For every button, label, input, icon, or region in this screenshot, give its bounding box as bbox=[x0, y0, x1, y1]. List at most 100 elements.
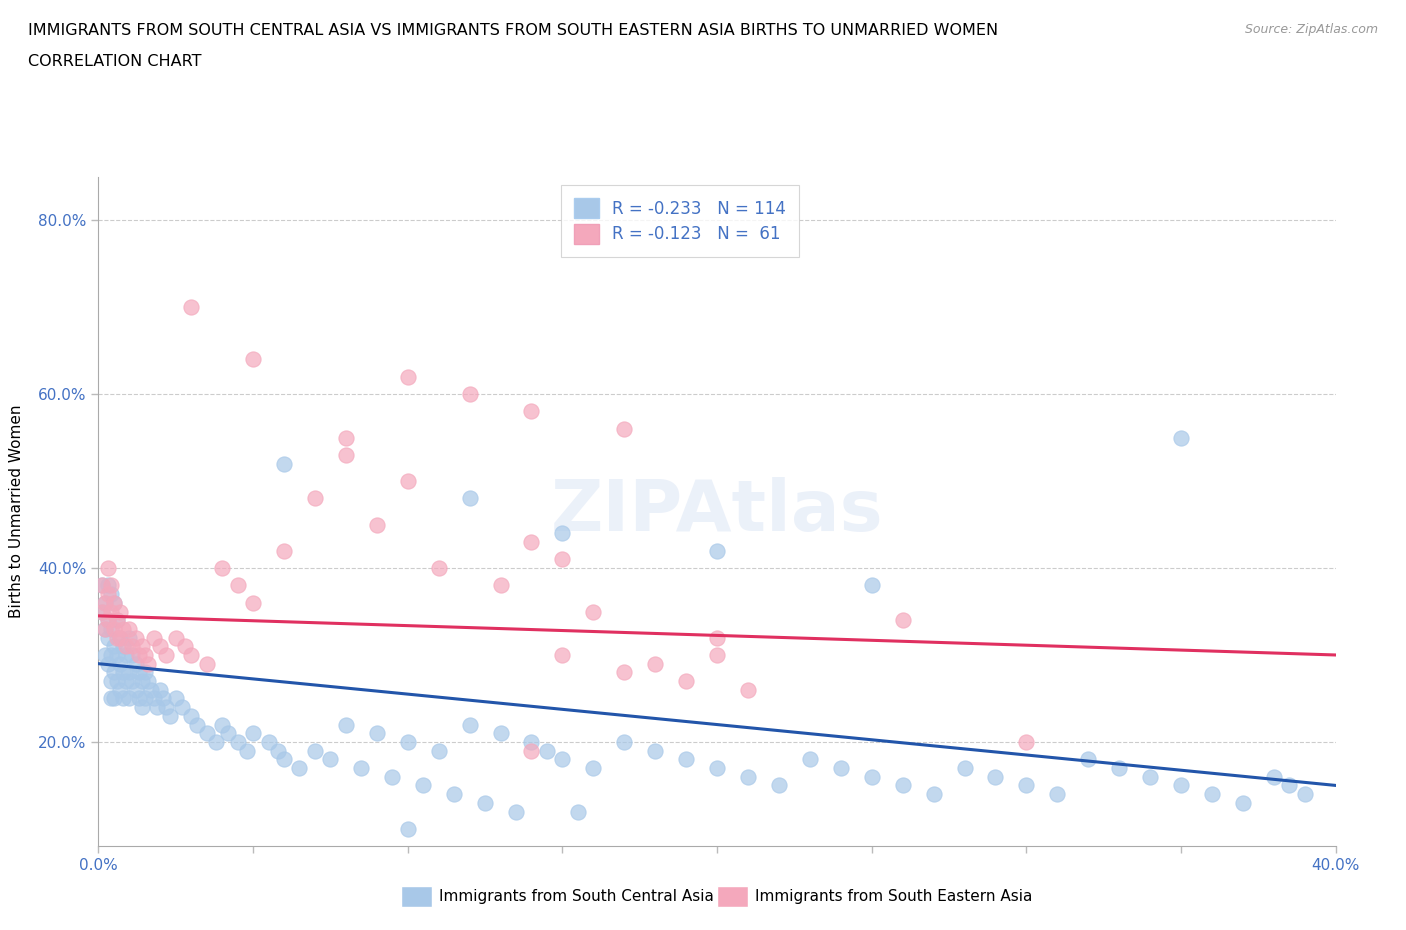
Point bbox=[90, 604, 112, 619]
Point bbox=[1263, 769, 1285, 784]
Point bbox=[1170, 778, 1192, 793]
Point bbox=[105, 613, 128, 628]
Point bbox=[273, 457, 295, 472]
Text: ZIPAtlas: ZIPAtlas bbox=[551, 477, 883, 546]
Point bbox=[412, 778, 434, 793]
Point bbox=[520, 535, 543, 550]
Point bbox=[155, 699, 177, 714]
Point bbox=[381, 769, 404, 784]
Point bbox=[984, 769, 1007, 784]
Point bbox=[118, 631, 141, 645]
Point bbox=[93, 595, 115, 610]
Point bbox=[443, 787, 465, 802]
Point bbox=[128, 691, 150, 706]
Point bbox=[768, 778, 790, 793]
Text: Immigrants from South Central Asia: Immigrants from South Central Asia bbox=[439, 889, 714, 904]
Point bbox=[174, 639, 197, 654]
Point bbox=[1015, 778, 1038, 793]
Point bbox=[335, 431, 357, 445]
Point bbox=[112, 691, 135, 706]
Point bbox=[90, 578, 112, 592]
Point bbox=[489, 725, 512, 740]
Point bbox=[149, 639, 172, 654]
Point bbox=[288, 761, 311, 776]
Point bbox=[131, 639, 153, 654]
Point bbox=[124, 683, 146, 698]
Point bbox=[505, 804, 527, 819]
Point bbox=[103, 621, 125, 636]
Point bbox=[458, 717, 481, 732]
Point bbox=[108, 604, 131, 619]
Point bbox=[186, 717, 208, 732]
Point bbox=[90, 604, 112, 619]
Point bbox=[891, 613, 914, 628]
Point bbox=[350, 761, 373, 776]
Point bbox=[131, 699, 153, 714]
Point bbox=[520, 735, 543, 750]
Point bbox=[242, 352, 264, 366]
Point bbox=[242, 595, 264, 610]
Text: Immigrants from South Eastern Asia: Immigrants from South Eastern Asia bbox=[755, 889, 1032, 904]
Point bbox=[520, 743, 543, 758]
Point bbox=[1108, 761, 1130, 776]
Point bbox=[128, 647, 150, 662]
Point bbox=[118, 621, 141, 636]
Text: CORRELATION CHART: CORRELATION CHART bbox=[28, 54, 201, 69]
Point bbox=[100, 621, 122, 636]
Point bbox=[143, 631, 166, 645]
Point bbox=[115, 673, 138, 688]
Point bbox=[155, 647, 177, 662]
Point bbox=[1077, 751, 1099, 766]
Point bbox=[97, 561, 120, 576]
Point bbox=[366, 725, 388, 740]
Text: IMMIGRANTS FROM SOUTH CENTRAL ASIA VS IMMIGRANTS FROM SOUTH EASTERN ASIA BIRTHS : IMMIGRANTS FROM SOUTH CENTRAL ASIA VS IM… bbox=[28, 23, 998, 38]
Point bbox=[165, 631, 187, 645]
Point bbox=[396, 735, 419, 750]
Point bbox=[93, 595, 115, 610]
Point bbox=[675, 751, 697, 766]
Point bbox=[1201, 787, 1223, 802]
Point bbox=[100, 578, 122, 592]
Point bbox=[242, 725, 264, 740]
Point bbox=[474, 795, 496, 810]
Point bbox=[582, 604, 605, 619]
Point bbox=[121, 639, 143, 654]
Point bbox=[93, 647, 115, 662]
Point bbox=[226, 735, 249, 750]
Point bbox=[143, 691, 166, 706]
Point bbox=[458, 491, 481, 506]
Point bbox=[396, 473, 419, 488]
Point bbox=[180, 709, 202, 724]
Point bbox=[97, 613, 120, 628]
Point bbox=[1294, 787, 1316, 802]
Point bbox=[267, 743, 290, 758]
Point bbox=[706, 647, 728, 662]
Point bbox=[891, 778, 914, 793]
Point bbox=[103, 665, 125, 680]
Point bbox=[152, 691, 174, 706]
Point bbox=[737, 769, 759, 784]
Point bbox=[108, 631, 131, 645]
Point bbox=[830, 761, 852, 776]
Point bbox=[427, 561, 450, 576]
Point bbox=[146, 699, 169, 714]
Point bbox=[1046, 787, 1069, 802]
Point bbox=[922, 787, 945, 802]
Point bbox=[613, 665, 636, 680]
Point bbox=[100, 604, 122, 619]
Point bbox=[170, 699, 193, 714]
Point bbox=[644, 657, 666, 671]
Point bbox=[551, 647, 574, 662]
Point bbox=[103, 639, 125, 654]
Point bbox=[105, 673, 128, 688]
Point bbox=[396, 369, 419, 384]
Point bbox=[134, 691, 156, 706]
Point bbox=[799, 751, 821, 766]
Point bbox=[134, 647, 156, 662]
Point bbox=[115, 639, 138, 654]
Point bbox=[108, 657, 131, 671]
Point bbox=[304, 491, 326, 506]
Point bbox=[93, 621, 115, 636]
Y-axis label: Births to Unmarried Women: Births to Unmarried Women bbox=[10, 405, 24, 618]
Text: Source: ZipAtlas.com: Source: ZipAtlas.com bbox=[1244, 23, 1378, 36]
